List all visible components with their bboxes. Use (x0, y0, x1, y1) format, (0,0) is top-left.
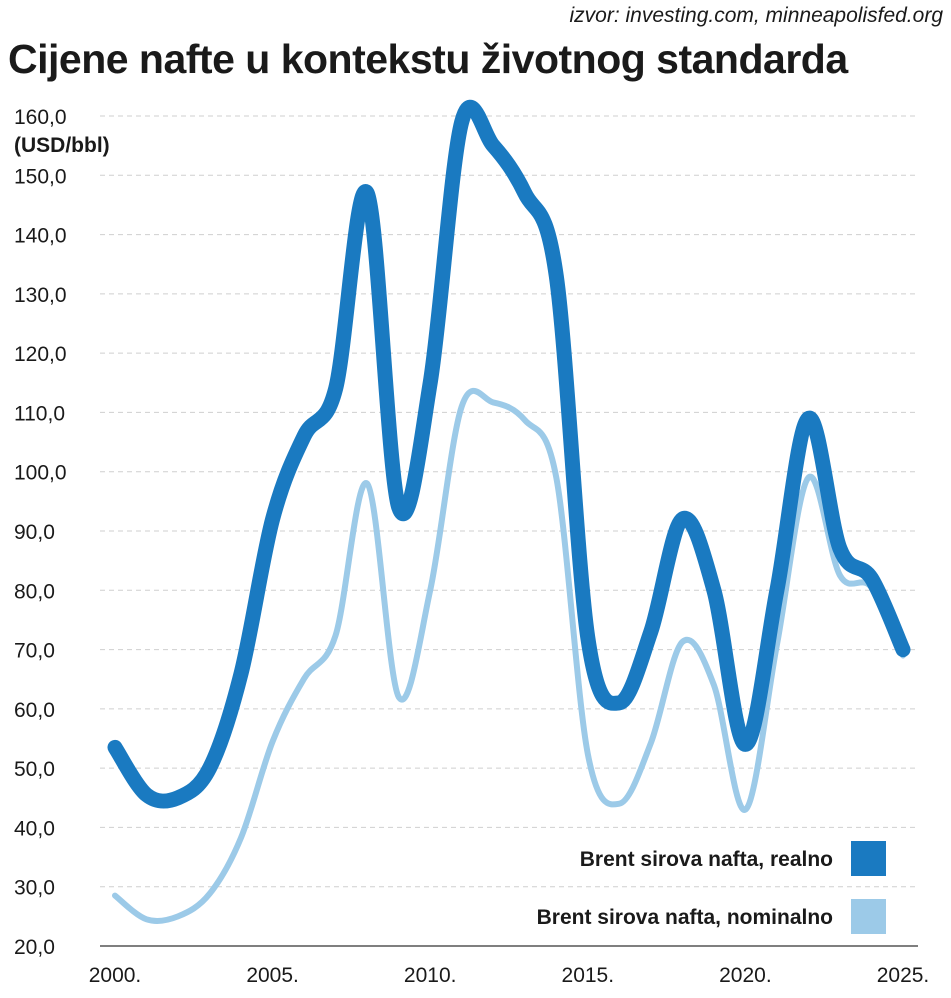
y-tick-label: 30,0 (14, 877, 55, 900)
legend: Brent sirova nafta, realno Brent sirova n… (537, 841, 886, 934)
y-tick-label: 110,0 (14, 402, 65, 425)
y-axis-label: (USD/bbl) (14, 134, 110, 157)
x-tick-label: 2015. (562, 964, 615, 987)
y-tick-label: 160,0 (14, 106, 67, 129)
x-tick-label: 2025. (877, 964, 930, 987)
source-note: izvor: investing.com, minneapolisfed.org (569, 4, 943, 27)
y-tick-label: 120,0 (14, 343, 67, 366)
legend-label: Brent sirova nafta, nominalno (537, 906, 833, 929)
y-tick-label: 60,0 (14, 699, 55, 722)
y-tick-label: 90,0 (14, 521, 55, 544)
y-tick-label: 40,0 (14, 817, 55, 840)
y-tick-label: 70,0 (14, 640, 55, 663)
x-tick-label: 2010. (404, 964, 457, 987)
legend-swatch (851, 841, 886, 876)
legend-swatch (851, 899, 886, 934)
legend-item-nominalno: Brent sirova nafta, nominalno (537, 899, 886, 934)
series-line-nominalno (112, 388, 906, 925)
legend-item-realno: Brent sirova nafta, realno (580, 841, 886, 876)
series-line-realno (107, 99, 911, 809)
axes: 20,0 30,0 40,0 50,0 60,0 70,0 80,0 90,0 100,0 110… (14, 106, 929, 987)
y-tick-label: 50,0 (14, 758, 55, 781)
y-tick-label: 140,0 (14, 225, 67, 248)
y-tick-label: 80,0 (14, 580, 55, 603)
x-tick-label: 2005. (246, 964, 299, 987)
chart-title: Cijene nafte u kontekstu životnog standa… (8, 36, 848, 82)
y-tick-label: 20,0 (14, 936, 55, 959)
grid-lines (100, 115, 918, 888)
x-tick-label: 2000. (89, 964, 142, 987)
y-tick-label: 130,0 (14, 284, 67, 307)
y-tick-label: 150,0 (14, 165, 67, 188)
series-lines (107, 99, 911, 925)
y-tick-label: 100,0 (14, 462, 67, 485)
x-tick-label: 2020. (719, 964, 772, 987)
legend-label: Brent sirova nafta, realno (580, 848, 833, 871)
